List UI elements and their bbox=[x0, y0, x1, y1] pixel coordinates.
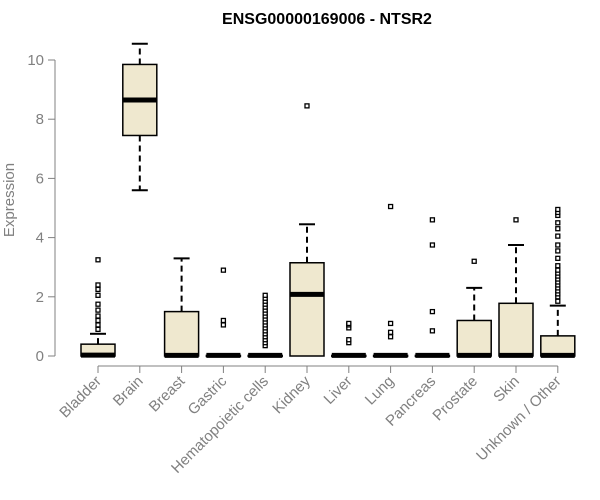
outlier-point bbox=[555, 242, 561, 248]
y-tick-label: 10 bbox=[27, 52, 44, 69]
box-group bbox=[331, 320, 367, 358]
box-group bbox=[372, 203, 409, 358]
box-group bbox=[247, 292, 283, 358]
box-group bbox=[80, 257, 116, 358]
outlier-point bbox=[471, 258, 477, 264]
outlier-point bbox=[95, 313, 101, 319]
y-axis: 0 2 4 6 8 10 bbox=[27, 52, 56, 365]
outlier-point bbox=[95, 317, 101, 324]
outlier-point bbox=[387, 203, 394, 210]
outlier-point bbox=[220, 317, 227, 324]
outlier-point bbox=[95, 307, 101, 313]
y-axis-label: Expression bbox=[1, 163, 18, 237]
outlier-point bbox=[95, 257, 101, 263]
outlier-point bbox=[95, 322, 101, 328]
box bbox=[456, 319, 492, 357]
box-group bbox=[205, 267, 242, 358]
box-group bbox=[540, 206, 576, 358]
x-tick-label: Brain bbox=[110, 373, 147, 410]
outlier-point bbox=[555, 255, 561, 261]
outlier-point bbox=[429, 217, 436, 223]
outlier-point bbox=[387, 320, 394, 327]
outlier-point bbox=[555, 263, 561, 269]
x-tick-label: Liver bbox=[321, 373, 356, 408]
x-tick-label: Skin bbox=[490, 373, 523, 406]
outlier-point bbox=[555, 233, 561, 239]
plot-area bbox=[80, 42, 576, 358]
y-tick-label: 4 bbox=[36, 230, 44, 247]
box-group bbox=[498, 217, 534, 358]
outlier-point bbox=[429, 242, 436, 248]
outlier-point bbox=[387, 334, 394, 340]
outlier-point bbox=[95, 292, 101, 298]
outlier-point bbox=[95, 326, 101, 333]
box bbox=[289, 262, 325, 357]
outlier-point bbox=[95, 301, 101, 307]
box-group bbox=[163, 257, 200, 358]
outlier-point bbox=[555, 220, 561, 226]
outlier-point bbox=[513, 217, 519, 223]
outlier-point bbox=[346, 320, 352, 327]
outlier-point bbox=[220, 322, 227, 328]
outlier-point bbox=[220, 267, 227, 273]
outlier-point bbox=[346, 337, 352, 343]
x-tick-label: Prostate bbox=[429, 373, 481, 425]
box bbox=[498, 302, 534, 357]
x-tick-label: Breast bbox=[146, 372, 189, 415]
outlier-point bbox=[304, 103, 310, 109]
box-group bbox=[122, 42, 158, 192]
outlier-point bbox=[555, 206, 561, 213]
chart-title: ENSG00000169006 - NTSR2 bbox=[222, 11, 432, 28]
box-group bbox=[289, 103, 325, 357]
outlier-point bbox=[555, 248, 561, 254]
x-tick-label: Bladder bbox=[56, 373, 105, 422]
box-group bbox=[456, 258, 492, 358]
y-tick-label: 0 bbox=[36, 348, 44, 365]
x-tick-label: Kidney bbox=[269, 372, 314, 417]
outlier-point bbox=[262, 292, 268, 298]
y-tick-label: 8 bbox=[36, 111, 44, 128]
y-tick-label: 6 bbox=[36, 170, 44, 187]
y-tick-label: 2 bbox=[36, 289, 44, 306]
outlier-point bbox=[429, 308, 436, 315]
outlier-point bbox=[555, 267, 561, 273]
outlier-point bbox=[555, 226, 561, 232]
outlier-point bbox=[95, 282, 101, 288]
box-group bbox=[414, 217, 451, 358]
outlier-point bbox=[555, 298, 561, 304]
outlier-point bbox=[429, 328, 436, 334]
outlier-point bbox=[95, 286, 101, 293]
x-tick-label: Lung bbox=[362, 373, 398, 409]
outlier-point bbox=[387, 329, 394, 335]
box bbox=[163, 310, 200, 357]
